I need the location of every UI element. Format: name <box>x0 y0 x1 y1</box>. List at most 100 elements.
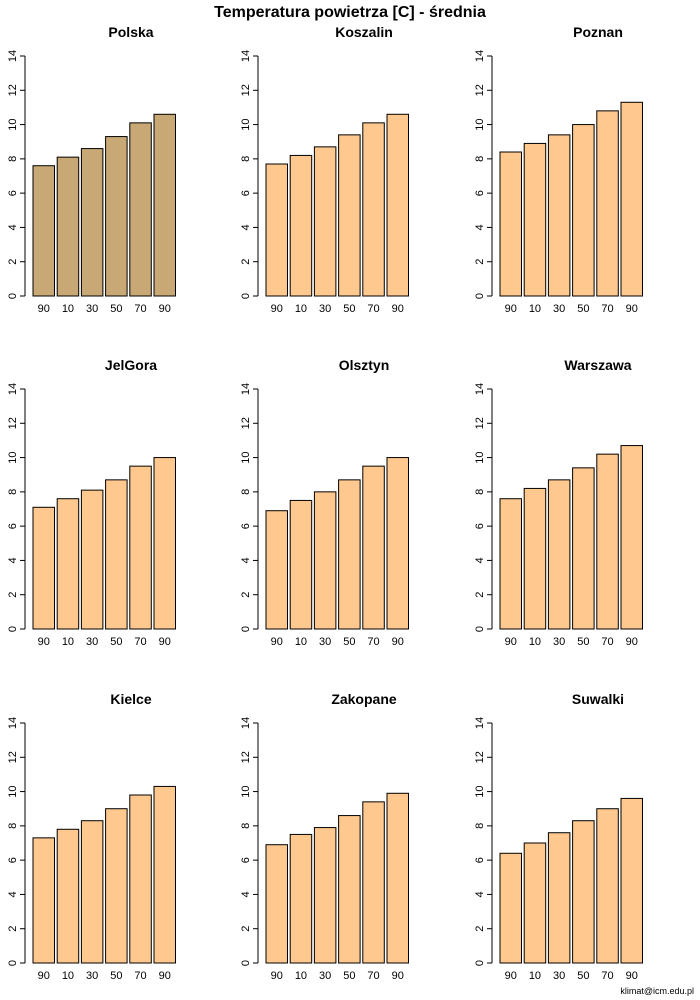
x-tick-label: 30 <box>553 970 565 982</box>
y-tick-label: 10 <box>240 118 252 130</box>
x-tick-label: 90 <box>38 970 50 982</box>
x-tick-label: 90 <box>38 636 50 648</box>
y-tick-label: 0 <box>240 960 252 966</box>
bar <box>105 808 128 964</box>
y-tick-label: 2 <box>474 592 486 598</box>
y-tick-label: 4 <box>7 891 19 897</box>
chart-title: Olsztyn <box>339 357 390 373</box>
y-tick-label: 10 <box>474 451 486 463</box>
chart-title: Poznan <box>573 24 623 40</box>
bar <box>547 134 571 297</box>
x-tick-label: 10 <box>295 303 307 315</box>
bar <box>523 142 547 297</box>
bar <box>572 124 595 297</box>
x-tick-label: 10 <box>295 970 307 982</box>
x-tick-label: 30 <box>86 303 98 315</box>
y-tick-label: 0 <box>474 293 486 299</box>
bar <box>129 794 152 964</box>
x-tick-label: 90 <box>626 970 638 982</box>
y-tick-label: 14 <box>7 717 19 729</box>
y-tick-label: 4 <box>240 891 252 897</box>
y-tick-label: 10 <box>240 451 252 463</box>
y-tick-label: 8 <box>240 156 252 162</box>
bar <box>32 837 55 964</box>
chart-panel-koszalin: Koszalin 0 2 4 6 8 10 12 14 90 10 30 50 70 90 <box>233 0 466 333</box>
bar <box>313 146 337 297</box>
bar <box>338 479 361 630</box>
x-tick-label: 90 <box>271 303 283 315</box>
y-tick-label: 2 <box>474 259 486 265</box>
y-tick-label: 6 <box>474 190 486 196</box>
y-tick-label: 6 <box>240 857 252 863</box>
y-tick-label: 2 <box>240 259 252 265</box>
y-tick-label: 0 <box>474 960 486 966</box>
chart-title: Zakopane <box>331 691 397 707</box>
bar <box>80 820 104 964</box>
bar <box>289 499 313 630</box>
chart-panel-suwalki: Suwalki 0 2 4 6 8 10 12 14 90 10 30 50 70 90 <box>467 667 700 1000</box>
x-tick-label: 70 <box>367 303 379 315</box>
bar <box>499 852 522 964</box>
chart-title: JelGora <box>105 357 157 373</box>
bar <box>56 156 80 297</box>
y-tick-label: 0 <box>240 626 252 632</box>
y-tick-label: 12 <box>474 417 486 429</box>
bar <box>596 808 619 964</box>
chart-panel-poznan: Poznan 0 2 4 6 8 10 12 14 90 10 30 50 70 90 <box>467 0 700 333</box>
x-tick-label: 10 <box>529 970 541 982</box>
y-tick-label: 2 <box>474 926 486 932</box>
y-tick-label: 4 <box>7 224 19 230</box>
y-tick-label: 4 <box>7 557 19 563</box>
bar <box>499 498 522 630</box>
x-tick-label: 90 <box>392 303 404 315</box>
y-tick-label: 8 <box>7 489 19 495</box>
y-tick-label: 14 <box>474 383 486 395</box>
x-tick-label: 90 <box>505 636 517 648</box>
x-tick-label: 90 <box>626 303 638 315</box>
bar <box>153 113 176 297</box>
bar <box>105 136 128 297</box>
x-tick-label: 90 <box>38 303 50 315</box>
bar <box>620 101 643 297</box>
bar <box>547 479 571 630</box>
bar <box>80 148 104 297</box>
y-tick-label: 8 <box>474 156 486 162</box>
x-tick-label: 70 <box>134 303 146 315</box>
x-tick-label: 10 <box>529 636 541 648</box>
bar <box>265 844 288 964</box>
x-tick-label: 50 <box>577 636 589 648</box>
y-tick-label: 6 <box>240 190 252 196</box>
x-tick-label: 90 <box>392 970 404 982</box>
y-tick-label: 6 <box>7 190 19 196</box>
credit-text: klimat@icm.edu.pl <box>620 986 694 996</box>
y-tick-label: 14 <box>474 50 486 62</box>
bar <box>572 820 595 964</box>
chart-panel-polska: Polska 0 2 4 6 8 10 12 14 90 10 30 50 70 90 <box>0 0 233 333</box>
bar <box>313 827 337 964</box>
y-tick-label: 10 <box>474 785 486 797</box>
x-tick-label: 70 <box>601 970 613 982</box>
x-tick-label: 50 <box>577 970 589 982</box>
x-tick-label: 10 <box>62 636 74 648</box>
y-tick-label: 14 <box>474 717 486 729</box>
bar-chart: Poznan 0 2 4 6 8 10 12 14 90 10 30 50 70 90 <box>474 24 643 315</box>
y-tick-label: 2 <box>7 592 19 598</box>
bar <box>289 154 313 297</box>
bar <box>105 479 128 630</box>
y-tick-label: 4 <box>474 557 486 563</box>
x-tick-label: 30 <box>86 970 98 982</box>
y-tick-label: 0 <box>474 626 486 632</box>
y-tick-label: 8 <box>7 823 19 829</box>
bar-chart: Kielce 0 2 4 6 8 10 12 14 90 10 30 50 70 90 <box>7 691 176 982</box>
y-tick-label: 12 <box>7 417 19 429</box>
y-tick-label: 0 <box>7 293 19 299</box>
x-tick-label: 10 <box>62 303 74 315</box>
x-tick-label: 50 <box>110 636 122 648</box>
y-tick-label: 14 <box>7 50 19 62</box>
y-tick-label: 0 <box>7 960 19 966</box>
bar <box>80 489 104 630</box>
y-tick-label: 6 <box>240 523 252 529</box>
bar-chart: Polska 0 2 4 6 8 10 12 14 90 10 30 50 70 90 <box>7 24 176 315</box>
y-tick-label: 2 <box>7 259 19 265</box>
y-tick-label: 10 <box>7 118 19 130</box>
